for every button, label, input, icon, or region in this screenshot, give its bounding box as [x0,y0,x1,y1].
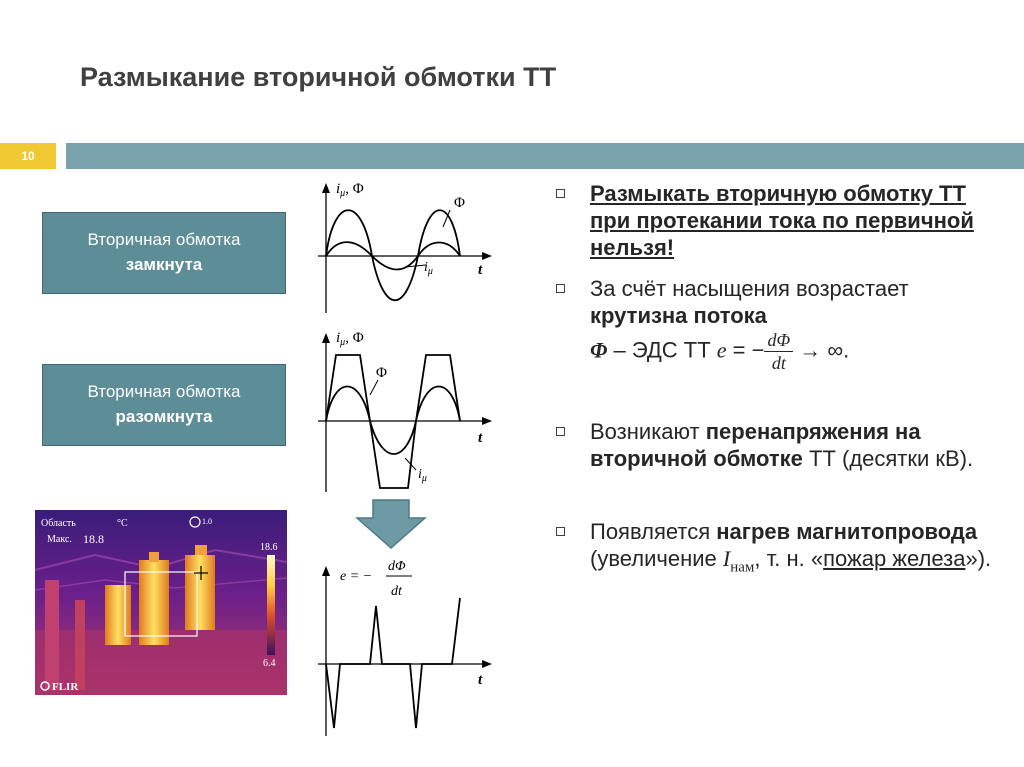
state-open-line1: Вторичная обмотка [87,382,241,402]
thermal-image: Область °C Макс. 18.8 1.0 18.6 6.4 FLIR [35,510,287,695]
bullet-4: Появляется нагрев магнитопровода (увелич… [554,518,994,581]
bullet-2-eq: = − [726,337,765,363]
square-bullet-icon [556,189,565,198]
square-bullet-icon [556,427,565,436]
g2-ylabel-sub: μ [339,337,345,348]
bullet-3-text2: ТТ (десятки кВ). [802,446,974,471]
g3-t-label: t [478,672,483,688]
slide-number: 10 [0,143,56,169]
bullet-4-text3: , т. н. « [754,546,824,571]
bullet-3-bold: перенапряжения на вторичной обмотке [590,419,921,471]
state-closed-line1: Вторичная обмотка [87,230,241,250]
g2-i-label: i [418,467,422,482]
bullet-2-tail: → ∞. [793,337,850,363]
svg-text:iμ: iμ [418,467,427,484]
bullet-4-text1: Появляется [590,519,717,544]
square-bullet-icon [556,284,565,293]
state-box-open: Вторичная обмотка разомкнута [42,364,286,446]
g2-phi-label: Φ [376,365,387,381]
g3-e-lhs: e = − [340,569,372,584]
g1-ylabel-sub: μ [339,188,345,199]
graph-closed: iμ, Φ Φ iμ t [318,181,492,313]
bullet-1: Размыкать вторичную обмотку ТТ при проте… [554,180,994,261]
graph-emf: e = − dΦ dt t [318,559,492,736]
bullet-2-text1: За счёт насыщения возрастает [590,276,909,301]
g1-ylabel-rest: , Φ [345,181,364,197]
svg-text:iμ, Φ: iμ, Φ [336,330,364,348]
thermal-unit: °C [117,518,128,529]
thermal-brand: FLIR [52,681,79,693]
g2-t-label: t [478,430,483,446]
bullet-3-text1: Возникают [590,419,706,444]
bullet-2-text2: – ЭДС ТТ [607,337,717,363]
g1-i-sub: μ [427,266,433,277]
bullet-4-sub: нам [730,559,755,576]
thermal-area-label: Область [41,518,76,529]
svg-text:iμ: iμ [424,260,433,277]
bullet-2-bold: крутизна потока [590,303,767,328]
state-box-closed: Вторичная обмотка замкнута [42,212,286,294]
g1-i-label: i [424,260,428,275]
thermal-max-value: 18.8 [83,532,104,546]
g1-phi-label: Φ [454,195,465,211]
square-bullet-icon [556,527,565,536]
thermal-spot-value: 1.0 [202,517,212,526]
bullet-2-phi: Φ [590,337,608,363]
g2-ylabel-i: i [336,330,340,346]
bullet-4-bold: нагрев магнитопровода [716,519,978,544]
bullet-2-num: dΦ [764,329,794,352]
flir-logo-icon [40,681,50,691]
bullet-4-text2: (увеличение [590,546,723,571]
bullet-1-text: Размыкать вторичную обмотку ТТ при проте… [590,181,974,260]
thermal-scale-bottom: 6.4 [263,658,276,669]
g2-i-sub: μ [421,473,427,484]
bullet-2-den: dt [771,353,786,373]
g1-ylabel-i: i [336,181,340,197]
thermal-max-label: Макс. [47,534,72,545]
bullet-2-fraction: dΦ dt [764,329,794,374]
graph-open: iμ, Φ Φ iμ t [318,330,492,492]
bullet-3: Возникают перенапряжения на вторичной об… [554,418,994,472]
bullet-2-e: e [716,337,727,363]
g3-den: dt [391,584,403,599]
bullet-2: За счёт насыщения возрастает крутизна по… [554,275,994,374]
bullet-4-underline: пожар железа [823,546,966,571]
g2-ylabel-rest: , Φ [345,330,364,346]
g1-t-label: t [478,262,483,278]
svg-text:iμ, Φ: iμ, Φ [336,181,364,199]
slide-title: Размыкание вторичной обмотки ТТ [80,62,557,92]
state-open-line2: разомкнута [115,407,213,426]
g3-num: dΦ [388,559,406,574]
bullet-4-text4: »). [965,546,992,571]
thermal-scale-top: 18.6 [260,542,278,553]
state-closed-line2: замкнута [125,255,203,274]
bullet-list: Размыкать вторичную обмотку ТТ при проте… [554,180,994,581]
down-arrow-icon [355,499,427,550]
bullet-4-I: I [722,546,731,571]
header-bar [66,143,1024,169]
